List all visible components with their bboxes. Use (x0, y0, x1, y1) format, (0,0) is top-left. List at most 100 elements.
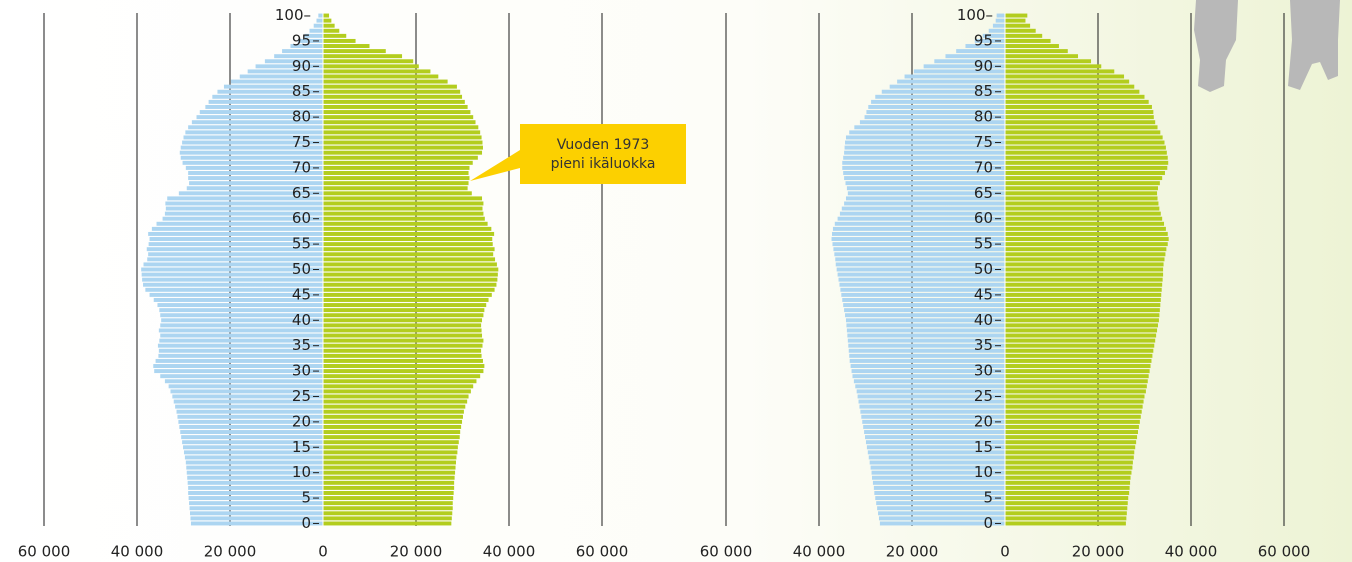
bar (1005, 54, 1079, 59)
bar (1005, 364, 1151, 368)
y-tick-label: 0 (983, 514, 993, 532)
bar (873, 485, 1005, 490)
bar (861, 414, 1005, 419)
bar (323, 435, 460, 440)
bar (323, 374, 481, 379)
bar (165, 206, 323, 211)
bar (323, 125, 479, 130)
bar (153, 297, 323, 302)
bar (323, 150, 483, 155)
y-tick-label: 70 (292, 158, 311, 176)
bar (844, 308, 1005, 313)
bar (323, 186, 468, 191)
bar (1005, 191, 1158, 196)
x-tick-label: 40 000 (793, 543, 846, 561)
bar (1005, 211, 1161, 216)
bar (212, 94, 323, 99)
x-tick-label: 40 000 (483, 543, 536, 561)
bar (323, 394, 469, 399)
bar (323, 297, 489, 302)
bar (934, 59, 1005, 64)
bar (838, 277, 1005, 282)
y-tick-label: 100– (957, 6, 993, 24)
bar (165, 201, 323, 206)
bar (1005, 135, 1163, 140)
bar (316, 18, 323, 23)
bar (323, 399, 468, 404)
bar (836, 267, 1005, 272)
bar (845, 196, 1005, 201)
bar (188, 491, 323, 495)
x-tick-label: 0 (318, 543, 328, 561)
bar (872, 475, 1005, 480)
bar (845, 318, 1005, 323)
bar (859, 404, 1005, 409)
bar (1005, 130, 1161, 135)
bar (859, 120, 1005, 125)
bar (323, 516, 452, 521)
bar (323, 358, 483, 363)
y-tick-label: 90 (974, 57, 993, 75)
bar (323, 465, 456, 470)
bar (173, 399, 323, 404)
y-tick-label: 5 (983, 489, 993, 507)
bar (160, 333, 323, 338)
bar (323, 89, 461, 94)
bar (1005, 501, 1128, 506)
bar (841, 292, 1005, 297)
y-tick-label: 60 (292, 209, 311, 227)
bar (167, 196, 323, 201)
bar (875, 496, 1005, 501)
bar (323, 33, 347, 38)
bar (323, 28, 340, 33)
bar (205, 104, 323, 109)
annotation: pieni ikäluokka (551, 156, 656, 172)
bar (1005, 496, 1129, 501)
bar (147, 257, 323, 262)
bar (323, 54, 403, 59)
bar (160, 323, 323, 328)
bar (839, 211, 1005, 216)
bar (323, 323, 482, 328)
y-tick-label: 45 (974, 285, 993, 303)
x-tick-label: 60 000 (700, 543, 753, 561)
bar (188, 485, 323, 490)
bar (323, 226, 492, 231)
bar (1005, 343, 1155, 348)
bar (1005, 216, 1163, 221)
bar (323, 176, 470, 181)
bar (161, 318, 323, 323)
bar (1005, 424, 1139, 429)
bar (162, 216, 323, 221)
x-tick-label: 20 000 (390, 543, 443, 561)
bar (142, 277, 323, 282)
bar (1005, 414, 1141, 419)
bar (849, 353, 1005, 358)
bar (323, 140, 483, 145)
bar (148, 252, 323, 257)
bar (323, 455, 457, 460)
bar (851, 369, 1005, 374)
bar (323, 450, 458, 455)
bar (982, 33, 1005, 38)
y-tick-label: 0 (301, 514, 311, 532)
bar (1005, 252, 1166, 257)
bar (1005, 74, 1125, 79)
bar (186, 186, 323, 191)
bar (1005, 308, 1160, 313)
bar (153, 364, 323, 368)
bar (181, 435, 323, 440)
bar (323, 480, 455, 485)
bar (1005, 145, 1166, 150)
bar (848, 343, 1005, 348)
bar (323, 196, 483, 201)
bar (1005, 394, 1145, 399)
bar (847, 333, 1005, 338)
bar (141, 272, 323, 277)
bar (1005, 455, 1134, 460)
bar (323, 69, 431, 74)
bar (323, 257, 496, 262)
y-tick-label: 45 (292, 285, 311, 303)
bar (155, 358, 323, 363)
